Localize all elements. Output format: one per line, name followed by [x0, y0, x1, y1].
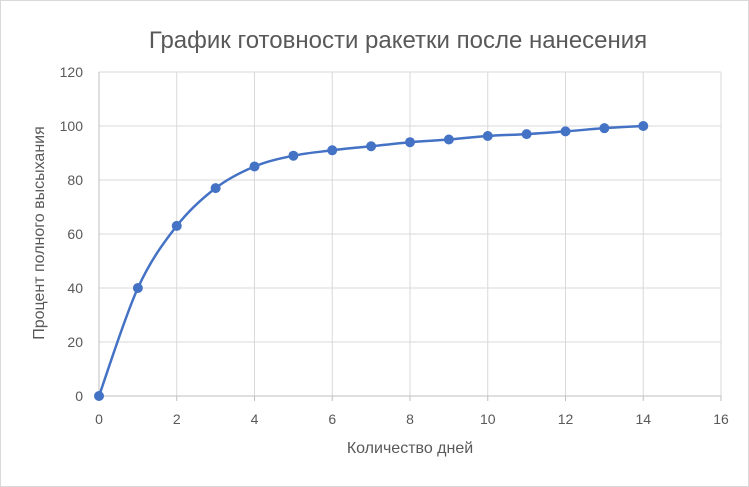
axes — [98, 72, 722, 401]
data-point — [560, 126, 571, 137]
x-tick-label: 14 — [635, 411, 651, 427]
tick-labels: 0 20 40 60 80 100 120 0 2 4 6 8 10 12 14 16 — [60, 64, 729, 427]
x-tick-label: 2 — [173, 411, 181, 427]
data-point — [482, 130, 493, 141]
data-point — [288, 150, 299, 161]
x-tick-label: 8 — [406, 411, 414, 427]
x-tick-label: 4 — [251, 411, 259, 427]
x-tick-label: 16 — [713, 411, 729, 427]
y-tick-label: 80 — [67, 172, 83, 188]
data-point — [249, 161, 260, 172]
data-point — [521, 129, 532, 140]
data-point — [366, 141, 377, 152]
y-tick-label: 120 — [60, 64, 84, 80]
series-line — [97, 124, 644, 397]
y-tick-label: 20 — [67, 334, 83, 350]
y-tick-label: 40 — [67, 280, 83, 296]
data-point — [599, 123, 610, 134]
chart-title: График готовности ракетки после нанесени… — [149, 27, 647, 54]
y-tick-label: 100 — [60, 118, 84, 134]
data-points — [94, 121, 649, 401]
data-point — [132, 283, 143, 293]
data-point — [327, 145, 338, 156]
y-tick-label: 0 — [75, 388, 83, 404]
data-point — [94, 391, 104, 401]
x-tick-label: 10 — [480, 411, 496, 427]
data-point — [443, 134, 454, 145]
data-point — [171, 220, 182, 231]
y-axis-label: Процент полного высыхания — [31, 126, 48, 340]
data-point — [210, 183, 221, 194]
x-tick-label: 12 — [558, 411, 574, 427]
y-tick-label: 60 — [67, 226, 83, 242]
x-tick-label: 6 — [328, 411, 336, 427]
grid — [99, 71, 722, 396]
data-point — [405, 137, 415, 148]
x-tick-label: 0 — [95, 411, 103, 427]
x-axis-label: Количество дней — [347, 440, 473, 457]
data-point — [638, 121, 649, 131]
